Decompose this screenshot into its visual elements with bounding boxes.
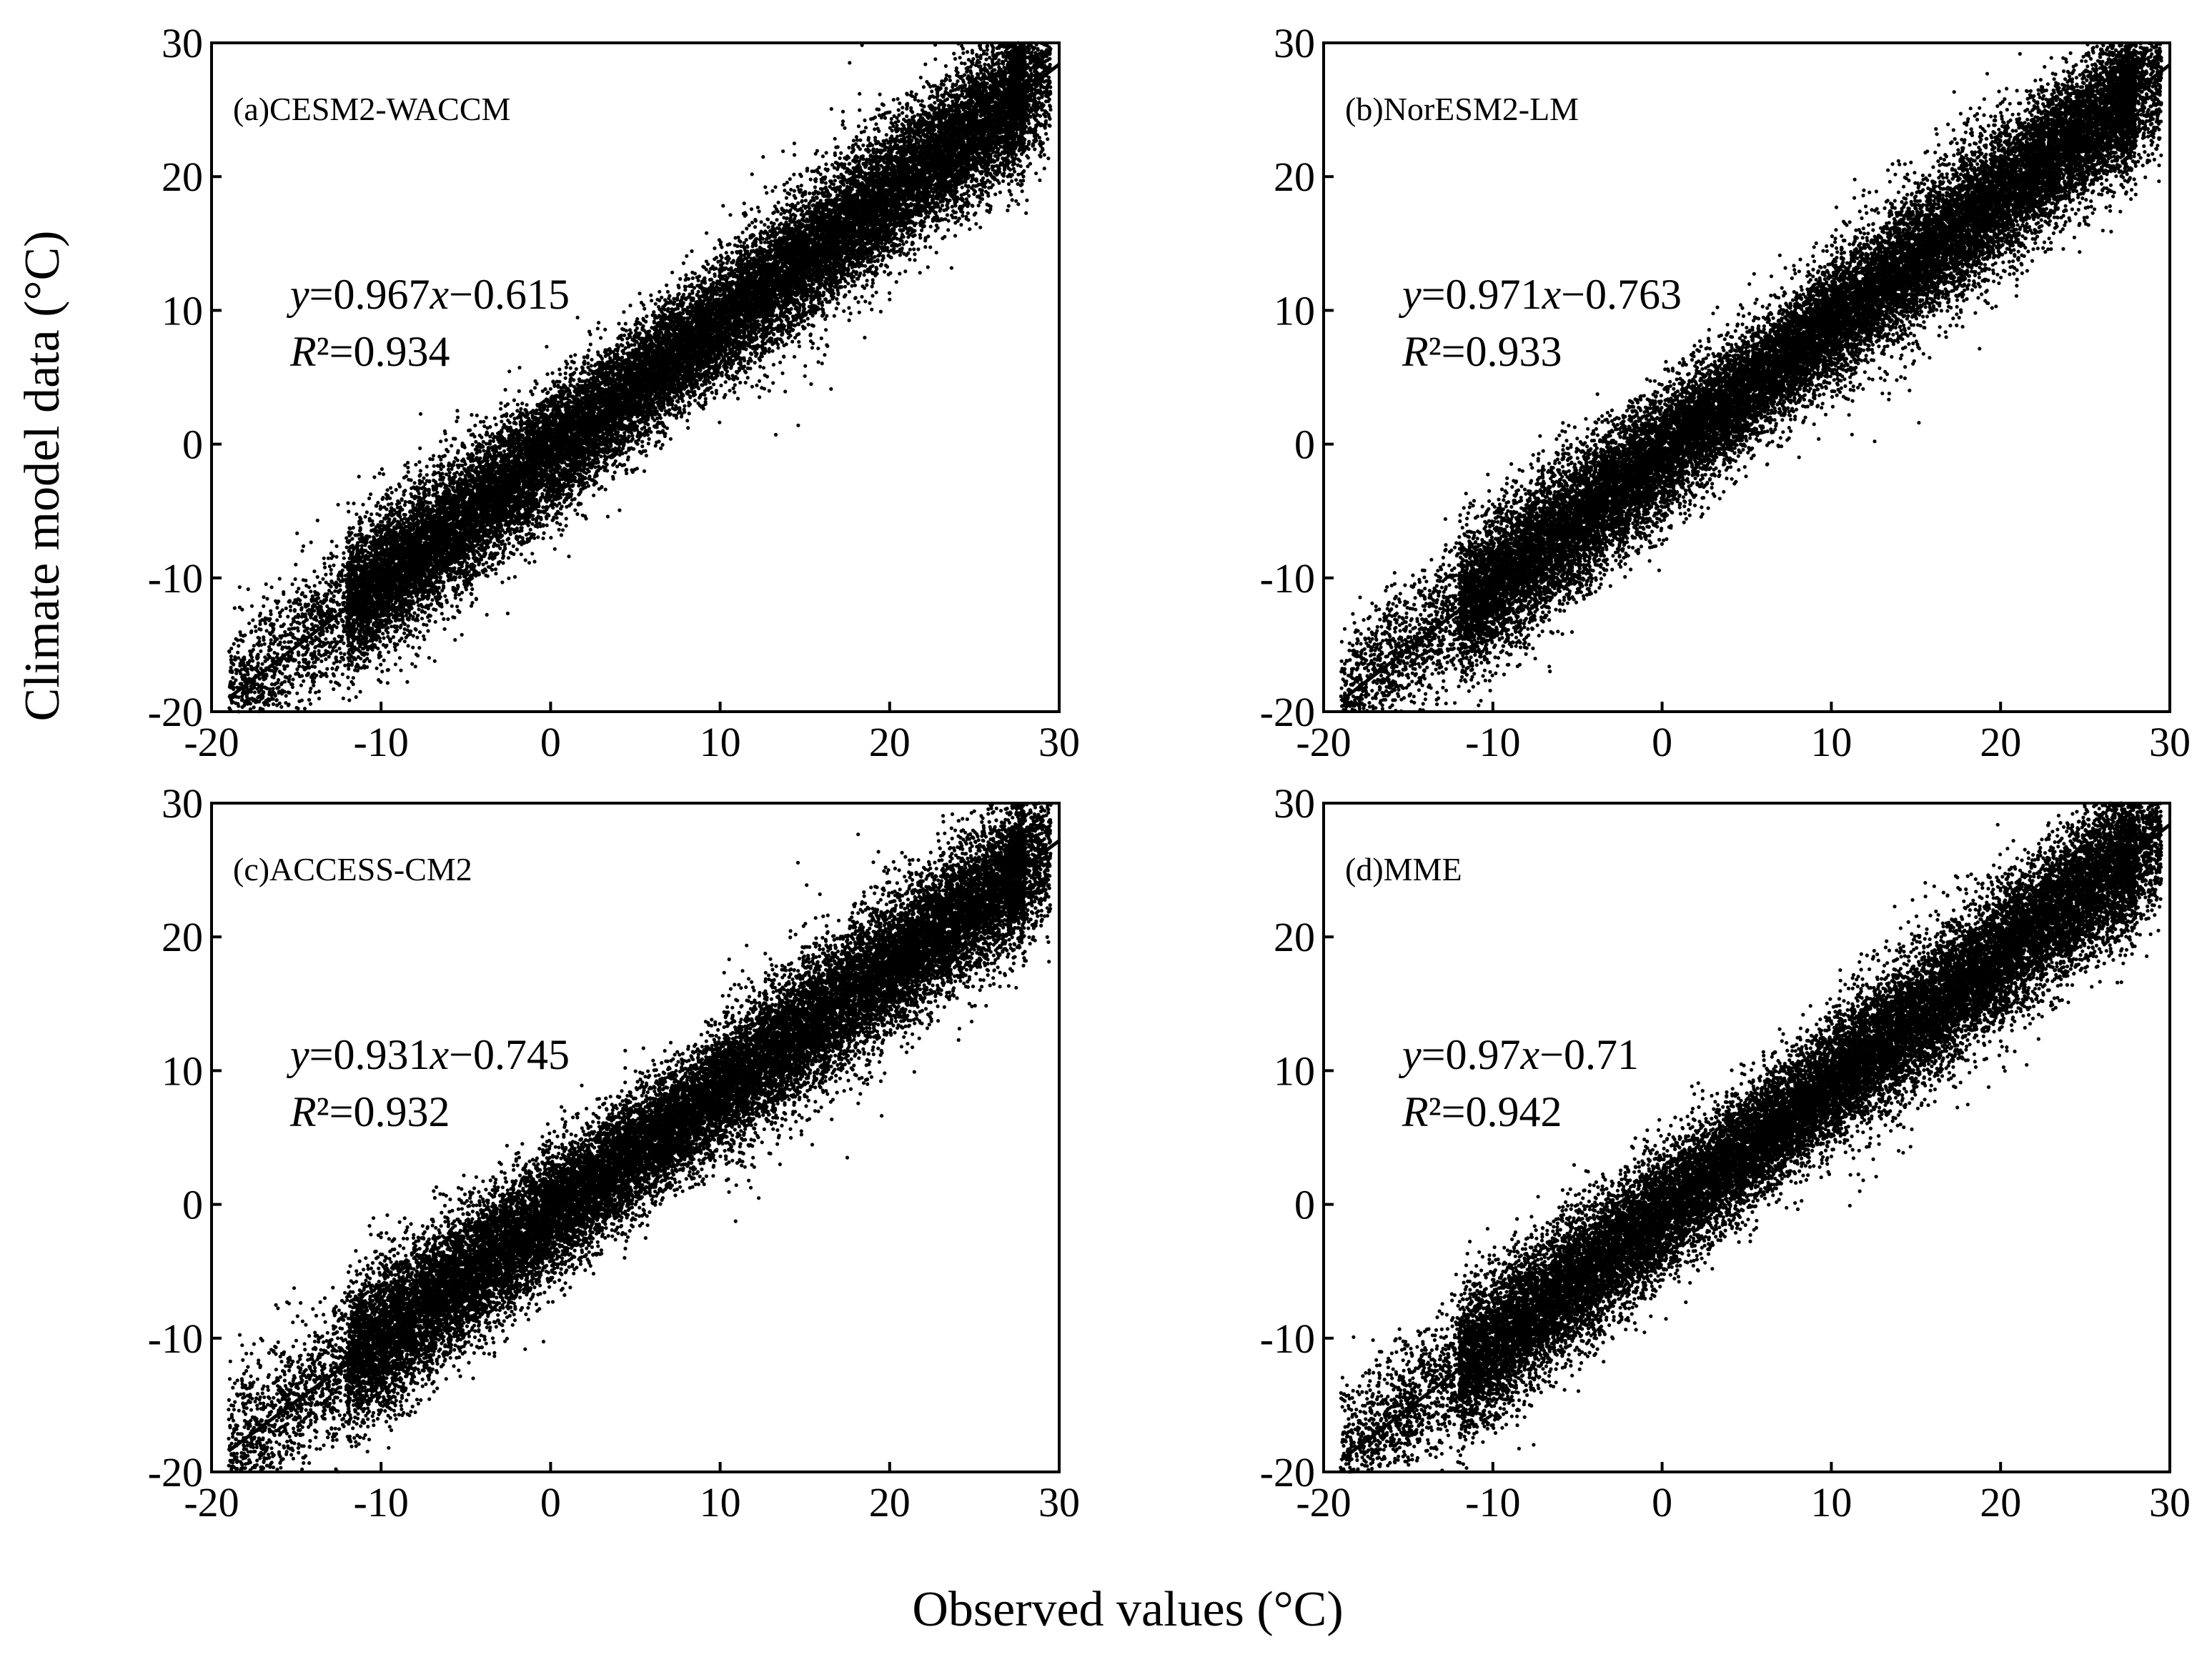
y-tick-label: 0 <box>182 422 203 468</box>
x-tick-label: 0 <box>540 719 561 765</box>
scatter-points <box>227 801 1053 1474</box>
y-tick-label: 20 <box>1274 914 1315 960</box>
x-tick-label: 0 <box>1652 1479 1672 1526</box>
y-tick-label: 20 <box>162 154 203 200</box>
r-squared: R²=0.942 <box>1402 1088 1562 1135</box>
y-tick-label: 20 <box>162 914 203 960</box>
scatter-point-cloud <box>227 801 1053 1474</box>
r-squared: R²=0.933 <box>1402 328 1562 375</box>
x-tick-label: 20 <box>1980 1479 2021 1526</box>
y-tick-label: 10 <box>1274 1048 1315 1094</box>
scatter-point-cloud <box>227 41 1053 714</box>
x-tick-label: 10 <box>700 1479 741 1526</box>
y-tick-label: 30 <box>1274 20 1315 66</box>
x-tick-label: -20 <box>184 719 239 765</box>
x-tick-label: 30 <box>2149 719 2191 765</box>
x-tick-label: 30 <box>2149 1479 2191 1526</box>
panel-label: (c)ACCESS-CM2 <box>233 851 472 887</box>
fit-line <box>1339 823 2171 1462</box>
fit-line <box>1339 63 2171 703</box>
regression-equation: y=0.97x−0.71 <box>1398 1031 1639 1078</box>
r-squared: R²=0.932 <box>289 1088 450 1135</box>
y-tick-label: -10 <box>1260 555 1315 602</box>
x-tick-label: -20 <box>184 1479 239 1526</box>
x-tick-label: 20 <box>869 1479 911 1526</box>
regression-equation: y=0.967x−0.615 <box>286 271 570 318</box>
x-tick-label: 10 <box>700 719 741 765</box>
y-tick-label: -10 <box>1260 1315 1315 1362</box>
plot-frame <box>210 802 1061 1473</box>
fit-line <box>227 63 1061 700</box>
plot-frame <box>210 41 1061 713</box>
x-tick-label: 0 <box>1652 719 1672 765</box>
x-tick-label: -10 <box>1465 719 1520 765</box>
scatter-points <box>227 41 1053 714</box>
y-tick-label: -10 <box>148 1315 203 1362</box>
panel-d: -20 -10 0 10 20 30 -20 -10 0 10 20 30 (d)MME y=0.97… <box>1260 780 2191 1526</box>
y-tick-label: 0 <box>182 1182 203 1228</box>
y-tick-label: 30 <box>162 780 203 827</box>
regression-equation: y=0.971x−0.763 <box>1398 271 1682 318</box>
y-tick-label: 0 <box>1294 422 1315 468</box>
x-tick-label: -20 <box>1296 719 1351 765</box>
tick-layer: -20 -10 0 10 20 30 -20 -10 0 10 20 30 <box>1260 780 2191 1526</box>
plot-frame <box>1322 41 2171 713</box>
y-tick-label: -20 <box>1260 1449 1315 1496</box>
x-tick-label: -10 <box>1465 1479 1520 1526</box>
y-tick-label: -10 <box>148 555 203 602</box>
panel-a: -20 -10 0 10 20 30 -20 -10 0 10 20 30 (a)CESM2-WACC… <box>148 20 1080 765</box>
fit-line <box>227 839 1061 1453</box>
tick-layer: -20 -10 0 10 20 30 -20 -10 0 10 20 30 <box>148 20 1080 765</box>
x-tick-label: -10 <box>354 1479 409 1526</box>
tick-layer: -20 -10 0 10 20 30 -20 -10 0 10 20 30 <box>148 780 1080 1526</box>
y-tick-label: 0 <box>1294 1182 1315 1228</box>
panel-label: (d)MME <box>1345 851 1462 887</box>
y-tick-label: 20 <box>1274 154 1315 200</box>
x-tick-label: 20 <box>1980 719 2021 765</box>
x-tick-label: 10 <box>1810 1479 1852 1526</box>
tick-layer: -20 -10 0 10 20 30 -20 -10 0 10 20 30 <box>1260 20 2191 765</box>
y-tick-label: -20 <box>148 689 203 735</box>
figure-y-axis-title: Climate model data (°C) <box>15 231 70 722</box>
y-tick-label: -20 <box>1260 689 1315 735</box>
panel-label: (b)NorESM2-LM <box>1345 91 1579 127</box>
x-tick-label: 20 <box>869 719 911 765</box>
y-tick-label: 10 <box>1274 287 1315 334</box>
y-tick-label: 10 <box>162 1048 203 1094</box>
regression-equation: y=0.931x−0.745 <box>286 1031 570 1078</box>
y-tick-label: 30 <box>162 20 203 66</box>
panel-b: -20 -10 0 10 20 30 -20 -10 0 10 20 30 (b)NorESM2-LM… <box>1260 20 2191 765</box>
r-squared: R²=0.934 <box>289 328 450 375</box>
figure-x-axis-title: Observed values (°C) <box>912 1582 1343 1637</box>
x-tick-label: 0 <box>540 1479 561 1526</box>
panel-c: -20 -10 0 10 20 30 -20 -10 0 10 20 30 (c)ACCESS-CM2… <box>148 780 1080 1526</box>
y-tick-label: 30 <box>1274 780 1315 827</box>
y-tick-label: 10 <box>162 287 203 334</box>
x-tick-label: -10 <box>354 719 409 765</box>
x-tick-label: 30 <box>1038 719 1080 765</box>
plot-frame <box>1322 802 2171 1473</box>
y-tick-label: -20 <box>148 1449 203 1496</box>
panel-label: (a)CESM2-WACCM <box>233 91 510 127</box>
x-tick-label: 30 <box>1038 1479 1080 1526</box>
x-tick-label: -20 <box>1296 1479 1351 1526</box>
x-tick-label: 10 <box>1810 719 1852 765</box>
